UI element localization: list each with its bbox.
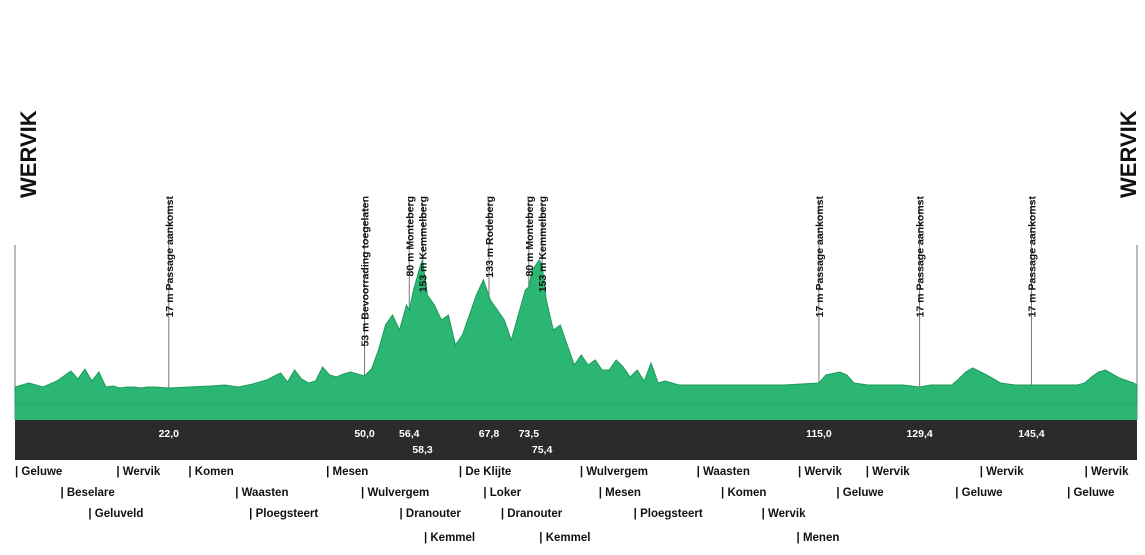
km-label: 22,0 [159,428,180,440]
town-label: | Ploegsteert [634,508,703,520]
checkpoint-label: 153 m Kemmelberg [537,196,549,292]
town-label: | Wervik [798,466,843,478]
town-label: | Wervik [1085,466,1130,478]
checkpoint-label: 80 m Monteberg [404,196,416,277]
km-label: 67,8 [479,428,500,440]
town-label: | Beselare [60,487,114,499]
town-label: | Wervik [762,508,807,520]
km-label: 115,0 [806,428,832,440]
elevation-profile [14,258,1138,406]
distance-bar: 22,0 50,0 56,4 58,3 67,8 73,5 75,4 115,0 129,4 14… [15,420,1137,460]
town-label: | Loker [483,487,521,499]
checkpoint-label: 153 m Kemmelberg [418,196,430,292]
checkpoint-labels: 17 m Passage aankomst 53 m Bevoorrading t… [164,196,1039,347]
town-label: | Mesen [599,487,641,499]
checkpoint-label: 17 m Passage aankomst [1026,196,1038,318]
town-label: | Kemmel [424,532,475,544]
finish-label: WERVIK [1116,110,1141,198]
checkpoint-label: 17 m Passage aankomst [814,196,826,318]
checkpoint-label: 53 m Bevoorrading toegelaten [360,196,372,347]
town-label: | Wulvergem [580,466,648,478]
town-label: | Geluwe [15,466,62,478]
town-label: | Mesen [326,466,368,478]
km-label: 129,4 [906,428,932,440]
town-label: | Kemmel [539,532,590,544]
town-label: | Komen [188,466,233,478]
town-label: | Geluwe [955,487,1002,499]
town-label: | Wervik [866,466,911,478]
town-label: | Ploegsteert [249,508,318,520]
km-label: 75,4 [532,444,553,456]
town-label: | Waasten [235,487,288,499]
checkpoint-label: 17 m Passage aankomst [915,196,927,318]
km-label: 73,5 [519,428,540,440]
checkpoint-label: 17 m Passage aankomst [164,196,176,318]
start-label: WERVIK [16,110,41,198]
profile-baseline [15,405,1137,420]
town-label: | Wervik [116,466,161,478]
checkpoint-label: 133 m Rodeberg [484,196,496,278]
town-label: | Wervik [980,466,1025,478]
km-label: 50,0 [354,428,375,440]
town-label: | De Klijte [459,466,511,478]
town-label: | Dranouter [399,508,461,520]
town-label: | Geluwe [836,487,883,499]
km-label: 58,3 [412,444,433,456]
town-label: | Dranouter [501,508,563,520]
town-label: | Geluveld [88,508,143,520]
town-label: | Menen [797,532,840,544]
town-label: | Geluwe [1067,487,1114,499]
distance-bar-background [15,420,1137,460]
km-label: 56,4 [399,428,420,440]
town-labels: | Geluwe | Beselare | Geluveld | Wervik | Ko… [15,466,1129,544]
town-label: | Wulvergem [361,487,429,499]
elevation-area [14,258,1138,420]
checkpoint-label: 80 m Monteberg [524,196,536,277]
town-label: | Komen [721,487,766,499]
km-label: 145,4 [1018,428,1044,440]
town-label: | Waasten [697,466,750,478]
